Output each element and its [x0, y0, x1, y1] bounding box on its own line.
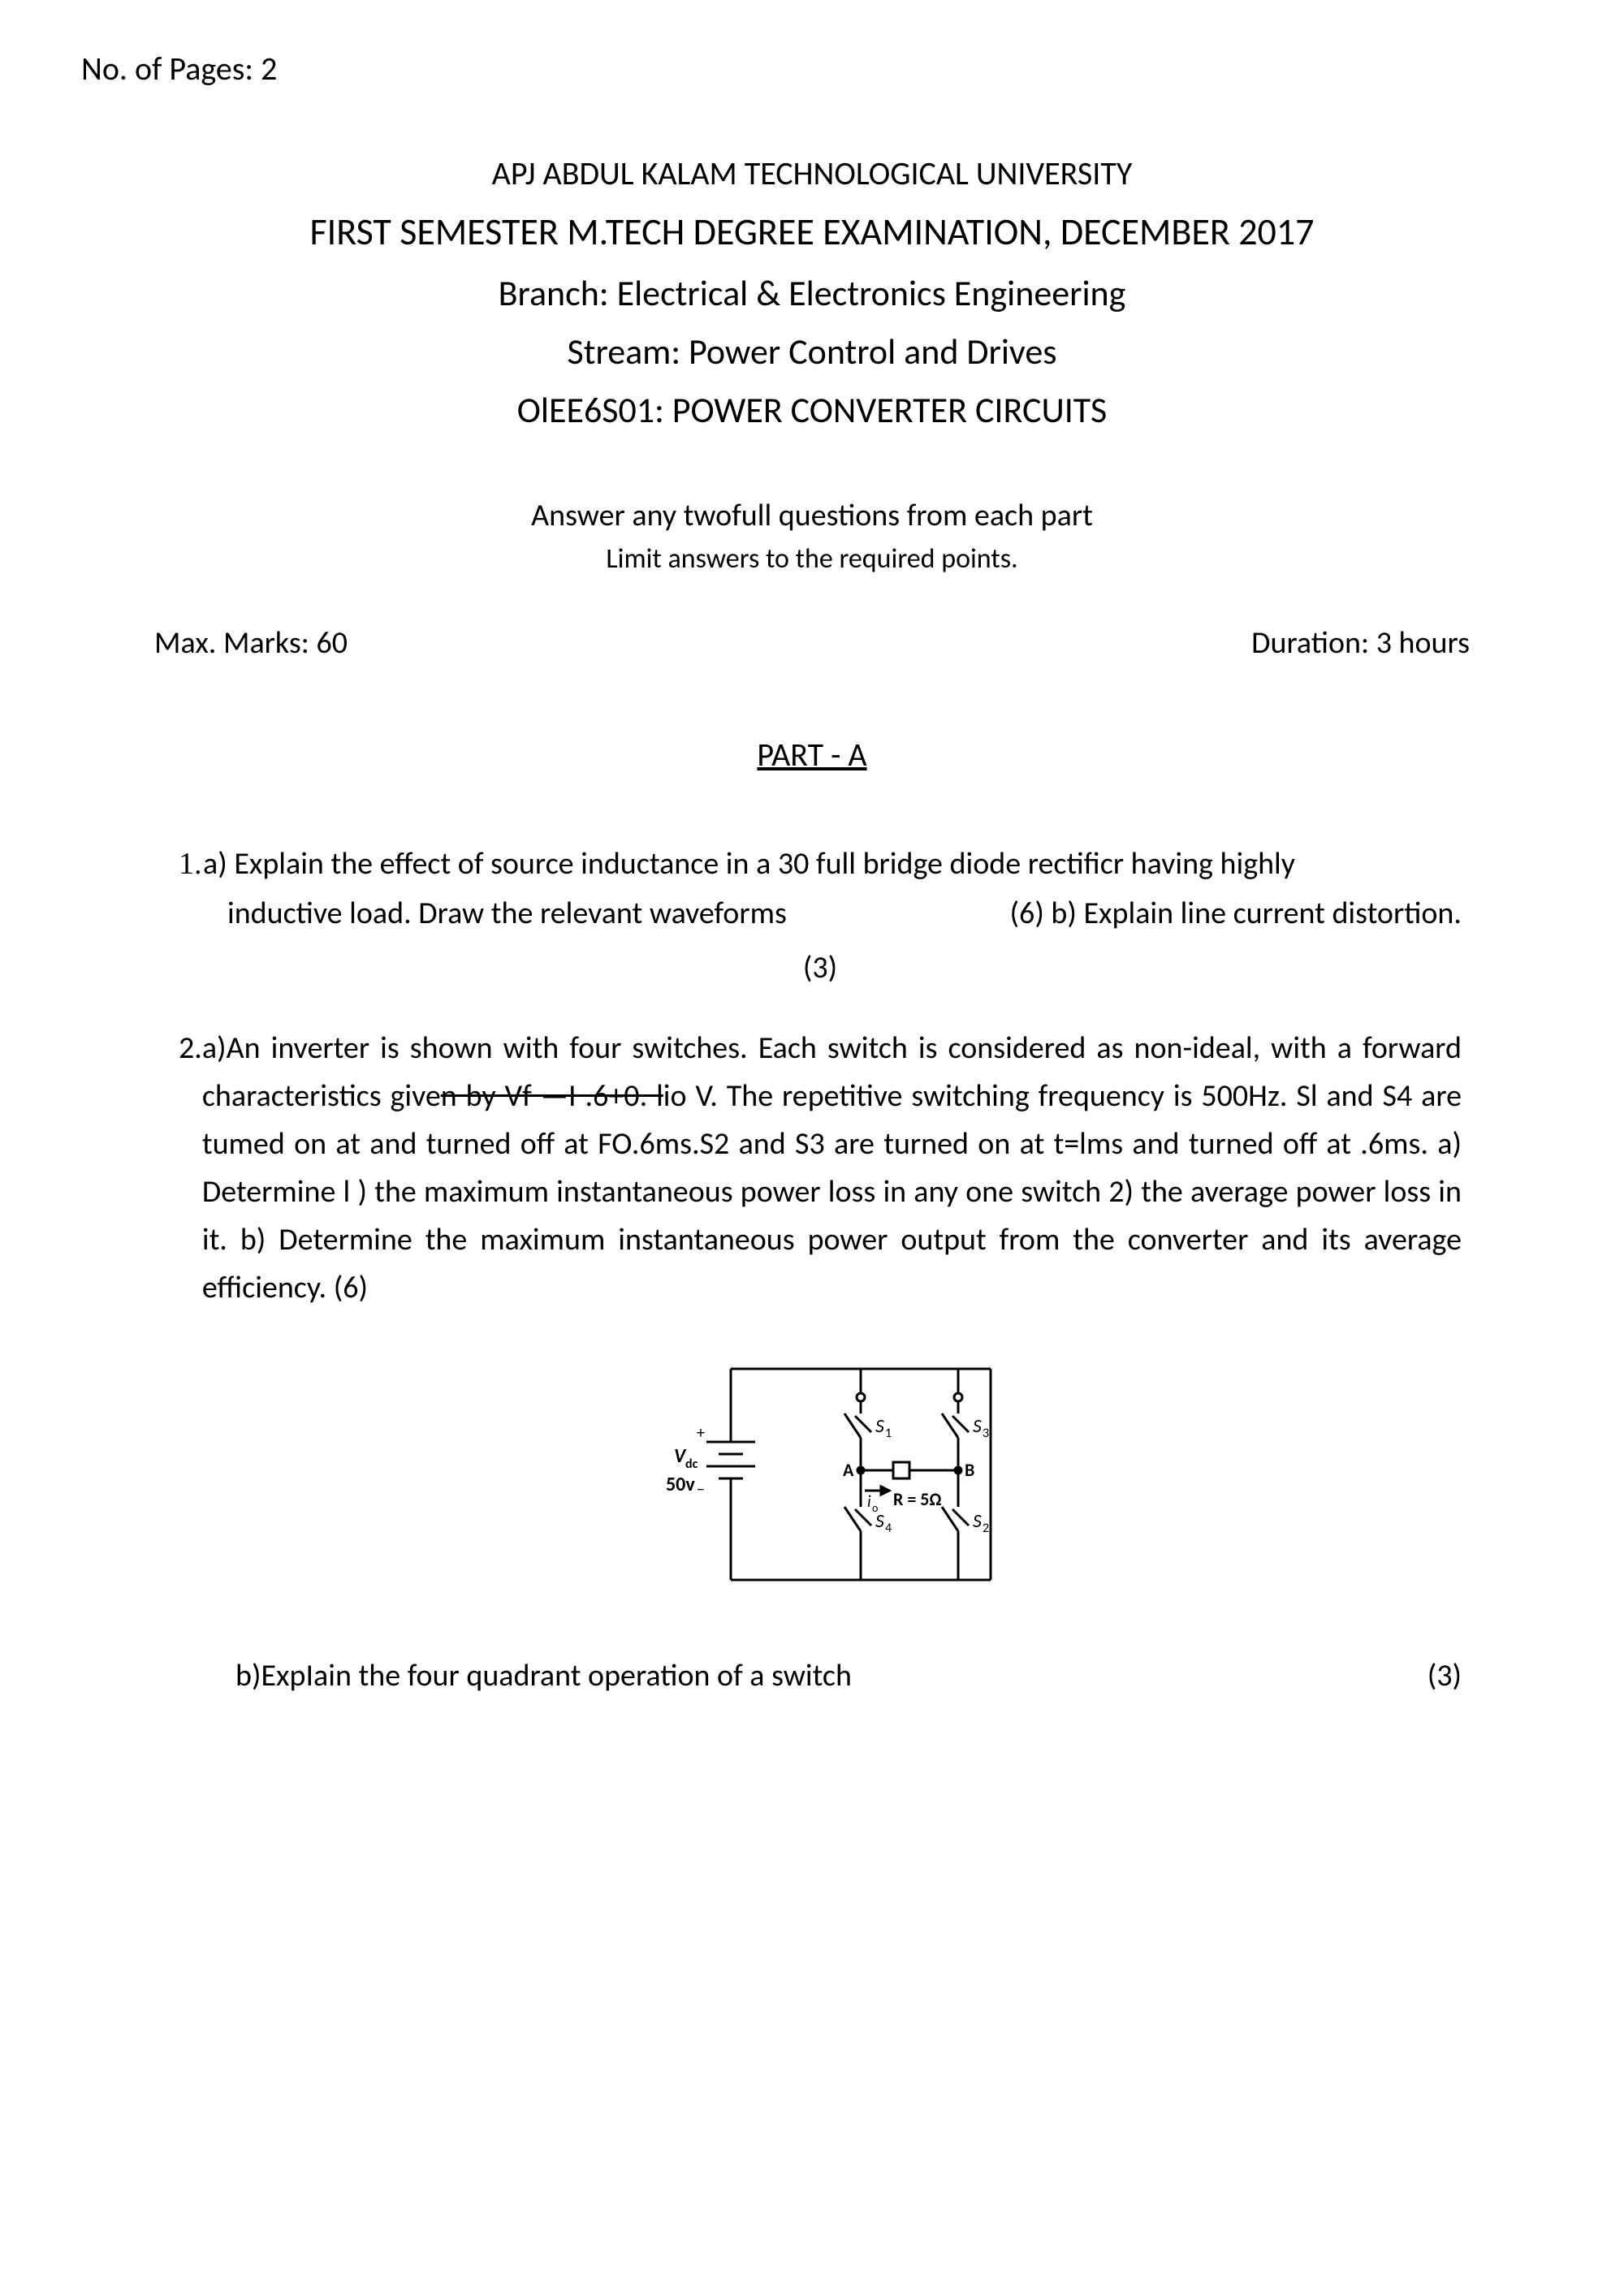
marks-duration-row: Max. Marks: 60 Duration: 3 hours — [154, 624, 1470, 662]
question-2b: b)ExpIain the four quadrant operation of… — [235, 1657, 1462, 1694]
svg-text:2: 2 — [983, 1521, 989, 1536]
q2-number: 2. — [179, 1025, 202, 1311]
circuit-diagram: V dc 50v + − S 1 S 3 S 4 S 2 A B i o — [179, 1344, 1462, 1608]
svg-text:S: S — [973, 1509, 982, 1533]
svg-text:A: A — [843, 1459, 854, 1481]
q1-text-line2b: (6) b) Explain line current distortion. — [1010, 889, 1462, 939]
svg-text:R = 5Ω: R = 5Ω — [893, 1488, 941, 1510]
svg-text:o: o — [872, 1501, 878, 1515]
question-2: 2. a)An inverter is shown with four swit… — [179, 1025, 1462, 1694]
university-name: APJ ABDUL KALAM TECHNOLOGICAL UNIVERSITY — [191, 153, 1433, 193]
q1-number: 1. — [179, 839, 203, 889]
q1-text-line2a: inductive load. Draw the relevant wavefo… — [227, 889, 787, 939]
svg-text:3: 3 — [983, 1426, 989, 1441]
svg-text:4: 4 — [885, 1521, 892, 1536]
page-count: No. of Pages: 2 — [81, 49, 1543, 88]
instructions: Answer any twofull questions from each p… — [81, 497, 1543, 576]
exam-page: No. of Pages: 2 APJ ABDUL KALAM TECHNOLO… — [0, 0, 1624, 2296]
question-1: 1.a) Explain the effect of source induct… — [179, 839, 1462, 992]
part-a-title: PART - A — [81, 735, 1543, 775]
header-block: APJ ABDUL KALAM TECHNOLOGICAL UNIVERSITY… — [191, 153, 1433, 432]
q2b-marks: (3) — [1427, 1657, 1462, 1694]
q2-strike: n by Vf —I .6+0. l — [441, 1077, 663, 1115]
duration: Duration: 3 hours — [1251, 624, 1470, 662]
svg-text:B: B — [965, 1459, 974, 1481]
q1-marks: (3) — [179, 943, 1462, 993]
svg-text:S: S — [973, 1414, 982, 1438]
instruction-2: Limit answers to the required points. — [81, 542, 1543, 576]
exam-title: FIRST SEMESTER M.TECH DEGREE EXAMINATION… — [191, 209, 1433, 255]
circuit-svg: V dc 50v + − S 1 S 3 S 4 S 2 A B i o — [617, 1344, 1023, 1604]
svg-text:dc: dc — [685, 1457, 698, 1472]
branch: Branch: Electrical & Electronics Enginee… — [191, 271, 1433, 315]
svg-text:1: 1 — [885, 1426, 892, 1441]
q2b-text: b)ExpIain the four quadrant operation of… — [235, 1657, 852, 1694]
svg-text:50v: 50v — [666, 1473, 695, 1496]
svg-text:S: S — [875, 1414, 884, 1438]
svg-text:i: i — [867, 1492, 871, 1512]
q1-text-line1: a) Explain the effect of source inductan… — [203, 845, 1295, 883]
max-marks: Max. Marks: 60 — [154, 624, 348, 662]
instruction-1: Answer any twofull questions from each p… — [81, 497, 1543, 534]
course-code: OlEE6S01: POWER CONVERTER CIRCUITS — [191, 388, 1433, 432]
svg-text:−: − — [697, 1480, 705, 1500]
stream: Stream: Power Control and Drives — [191, 330, 1433, 373]
svg-text:+: + — [697, 1423, 705, 1443]
